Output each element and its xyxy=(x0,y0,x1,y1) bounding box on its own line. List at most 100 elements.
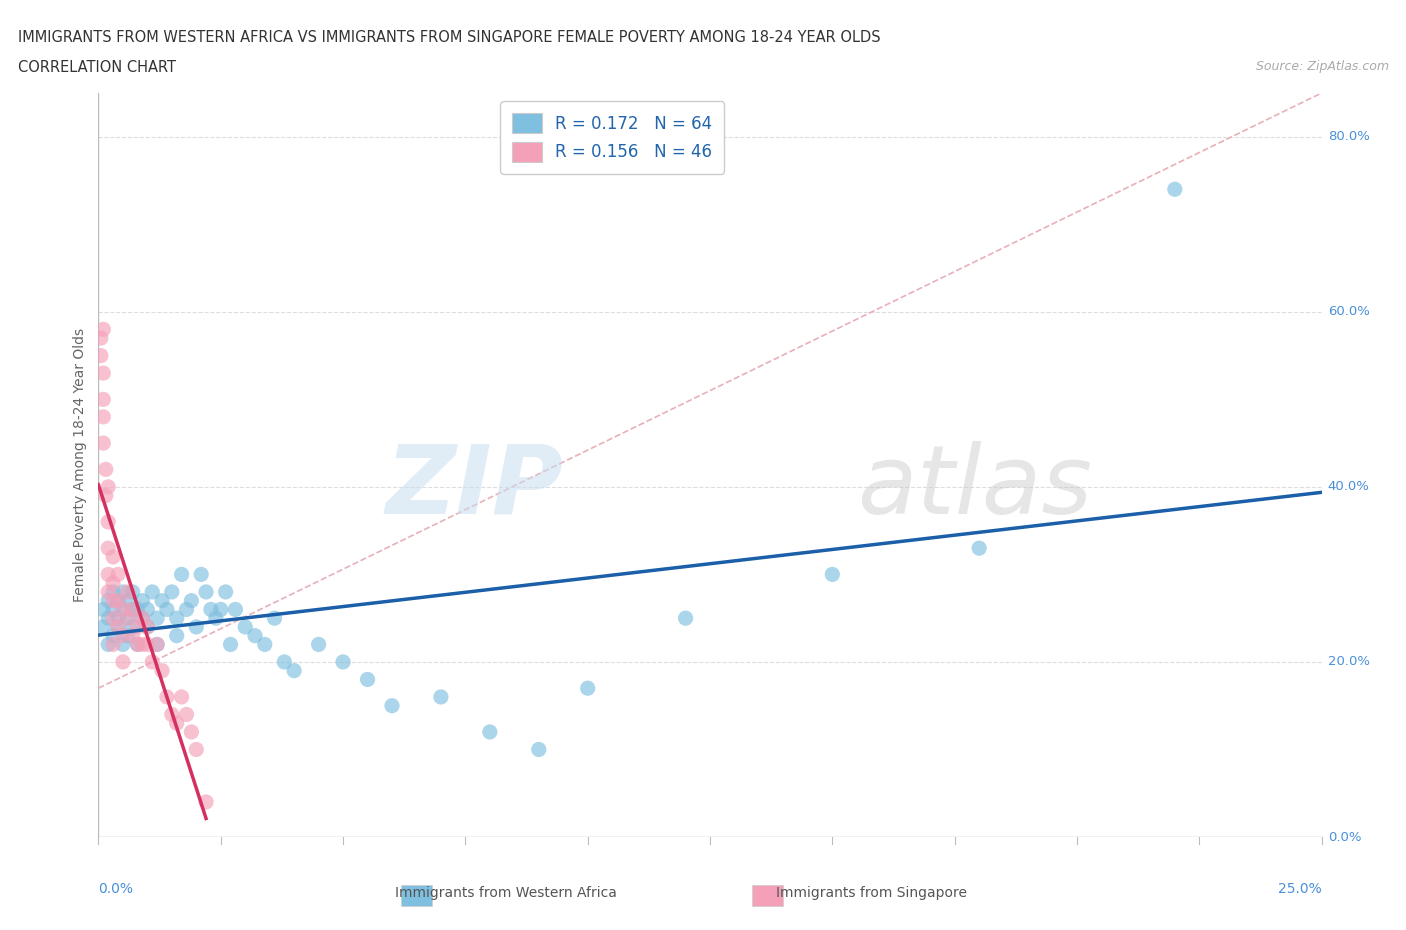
Point xyxy=(180,593,202,608)
Point xyxy=(430,689,453,704)
Point xyxy=(121,602,143,617)
Point xyxy=(209,602,232,617)
Point xyxy=(195,794,218,809)
Point xyxy=(111,637,134,652)
Point xyxy=(233,619,256,634)
Point xyxy=(107,567,129,582)
Point xyxy=(90,348,112,363)
Point xyxy=(107,611,129,626)
Point xyxy=(141,655,163,670)
Point xyxy=(131,611,153,626)
Point xyxy=(160,707,183,722)
Point xyxy=(166,629,188,644)
Point xyxy=(101,576,124,591)
Point xyxy=(243,629,266,644)
Point xyxy=(121,629,143,644)
Point xyxy=(91,409,114,424)
Point xyxy=(97,514,120,529)
Point xyxy=(101,611,124,626)
Text: 25.0%: 25.0% xyxy=(1278,882,1322,896)
Point xyxy=(156,689,179,704)
Point xyxy=(200,602,222,617)
Point xyxy=(127,637,149,652)
Point xyxy=(131,593,153,608)
Point xyxy=(97,593,120,608)
Point xyxy=(121,602,143,617)
Point xyxy=(90,331,112,346)
Point xyxy=(176,602,198,617)
Point xyxy=(166,716,188,731)
Point xyxy=(107,593,129,608)
Point xyxy=(131,637,153,652)
Point xyxy=(97,540,120,555)
Text: 40.0%: 40.0% xyxy=(1327,481,1369,494)
Point xyxy=(91,365,114,380)
Text: CORRELATION CHART: CORRELATION CHART xyxy=(18,60,176,75)
Point xyxy=(111,629,134,644)
Point xyxy=(97,611,120,626)
Point xyxy=(170,689,193,704)
Text: ZIP: ZIP xyxy=(385,441,564,534)
Text: 0.0%: 0.0% xyxy=(1327,830,1361,844)
Point xyxy=(224,602,246,617)
Point xyxy=(117,611,139,626)
Text: 20.0%: 20.0% xyxy=(1327,656,1369,669)
Point xyxy=(117,611,139,626)
Point xyxy=(527,742,550,757)
Text: 60.0%: 60.0% xyxy=(1327,305,1369,318)
Point xyxy=(381,698,404,713)
Point xyxy=(150,663,173,678)
Text: Immigrants from Western Africa: Immigrants from Western Africa xyxy=(395,885,617,900)
Point xyxy=(170,567,193,582)
Point xyxy=(576,681,599,696)
Point xyxy=(127,637,149,652)
Point xyxy=(121,619,143,634)
Point xyxy=(111,655,134,670)
Point xyxy=(967,540,990,555)
Y-axis label: Female Poverty Among 18-24 Year Olds: Female Poverty Among 18-24 Year Olds xyxy=(73,328,87,602)
Point xyxy=(127,602,149,617)
Text: Source: ZipAtlas.com: Source: ZipAtlas.com xyxy=(1256,60,1389,73)
Point xyxy=(111,602,134,617)
Point xyxy=(332,655,354,670)
Point xyxy=(111,584,134,599)
Point xyxy=(91,602,114,617)
Point xyxy=(127,619,149,634)
Point xyxy=(283,663,305,678)
Point xyxy=(136,637,159,652)
Point xyxy=(141,584,163,599)
Point xyxy=(263,611,285,626)
Point xyxy=(195,584,218,599)
Point xyxy=(186,619,208,634)
Point xyxy=(101,593,124,608)
Point xyxy=(1164,182,1187,197)
Point xyxy=(91,435,114,450)
Point xyxy=(131,611,153,626)
Point xyxy=(356,672,378,687)
Point xyxy=(675,611,697,626)
Point xyxy=(160,584,183,599)
Point xyxy=(219,637,242,652)
Point xyxy=(136,619,159,634)
Point xyxy=(253,637,276,652)
Point xyxy=(97,480,120,495)
Point xyxy=(186,742,208,757)
Point xyxy=(111,602,134,617)
Point xyxy=(94,462,117,477)
Point xyxy=(146,637,169,652)
Point xyxy=(107,619,129,634)
Point xyxy=(273,655,295,670)
Text: atlas: atlas xyxy=(856,441,1092,534)
Point xyxy=(121,584,143,599)
Point xyxy=(214,584,236,599)
Point xyxy=(146,637,169,652)
Point xyxy=(146,611,169,626)
Point xyxy=(94,488,117,503)
Point xyxy=(101,637,124,652)
Point xyxy=(117,584,139,599)
Text: Immigrants from Singapore: Immigrants from Singapore xyxy=(776,885,967,900)
Point xyxy=(107,593,129,608)
Point xyxy=(91,392,114,406)
Point xyxy=(136,619,159,634)
Point xyxy=(101,602,124,617)
